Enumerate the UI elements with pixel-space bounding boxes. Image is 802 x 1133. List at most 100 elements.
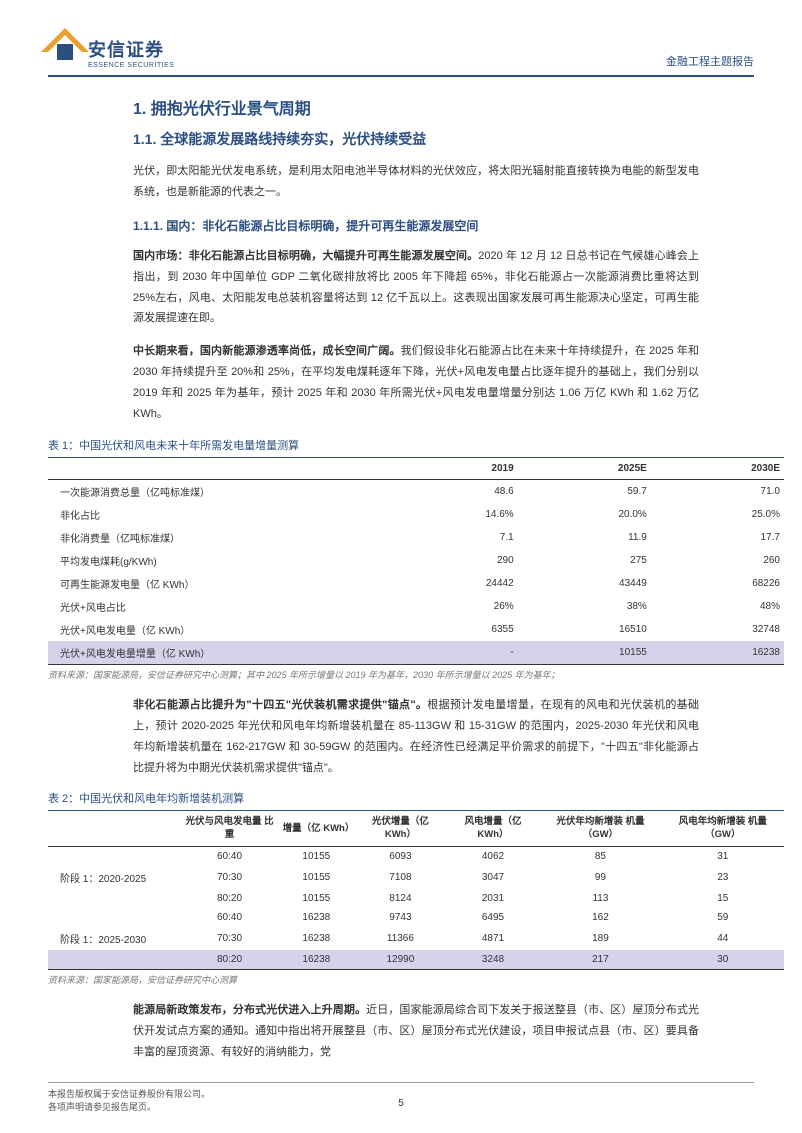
row-label: 平均发电煤耗(g/KWh) — [48, 549, 387, 572]
table-row: 阶段 1：2025-203070:301623811366487118944 — [48, 927, 784, 950]
cell: 43449 — [518, 572, 651, 595]
cell: 48% — [651, 595, 784, 618]
cell: 260 — [651, 549, 784, 572]
report-type: 金融工程主题报告 — [666, 53, 754, 69]
paragraph-domestic: 国内市场：非化石能源占比目标明确，大幅提升可再生能源发展空间。2020 年 12… — [133, 246, 699, 330]
row-label: 阶段 1：2020-2025 — [48, 866, 180, 889]
cell: 85 — [539, 847, 661, 867]
table-1-title: 表 1：中国光伏和风电未来十年所需发电量增量测算 — [48, 437, 784, 458]
cell: 8124 — [354, 889, 447, 908]
cell: 11366 — [354, 927, 447, 950]
cell: 80:20 — [180, 950, 278, 970]
logo: 安信证券 ESSENCE SECURITIES — [48, 35, 174, 69]
cell: 25.0% — [651, 503, 784, 526]
cell: 48.6 — [387, 479, 518, 503]
table-row: 60:40162389743649516259 — [48, 908, 784, 927]
cell: 10155 — [279, 847, 355, 867]
content-body: 1. 拥抱光伏行业景气周期 1.1. 全球能源发展路线持续夯实，光伏持续受益 光… — [48, 95, 754, 1063]
row-label — [48, 908, 180, 927]
cell: 59.7 — [518, 479, 651, 503]
cell: 44 — [662, 927, 784, 950]
col-ratio: 光伏与风电发电量 比重 — [180, 811, 278, 846]
cell: 16238 — [651, 641, 784, 665]
table-row: 光伏+风电发电量增量（亿 KWh）-1015516238 — [48, 641, 784, 665]
col-2030e: 2030E — [651, 458, 784, 480]
col-2025e: 2025E — [518, 458, 651, 480]
cell: 16238 — [279, 927, 355, 950]
col-pv-cap: 光伏年均新增装 机量（GW） — [539, 811, 661, 846]
cell: 3248 — [447, 950, 540, 970]
cell: 217 — [539, 950, 661, 970]
cell: 6495 — [447, 908, 540, 927]
table-1-source: 资料来源：国家能源局，安信证券研究中心测算；其中 2025 年所示增量以 201… — [48, 668, 784, 681]
cell: 10155 — [518, 641, 651, 665]
table-row: 阶段 1：2020-202570:3010155710830479923 — [48, 866, 784, 889]
table-row: 一次能源消费总量（亿吨标准煤）48.659.771.0 — [48, 479, 784, 503]
logo-mark-icon — [48, 35, 82, 69]
paragraph-anchor: 非化石能源占比提升为"十四五"光伏装机需求提供"锚点"。根据预计发电量增量，在现… — [133, 695, 699, 779]
cell: 2031 — [447, 889, 540, 908]
paragraph-longterm: 中长期来看，国内新能源渗透率尚低，成长空间广阔。我们假设非化石能源占比在未来十年… — [133, 341, 699, 425]
row-label: 光伏+风电占比 — [48, 595, 387, 618]
bold-lead: 国内市场：非化石能源占比目标明确，大幅提升可再生能源发展空间。 — [133, 250, 478, 262]
cell: 32748 — [651, 618, 784, 641]
cell: 31 — [662, 847, 784, 867]
disclaimer-line: 各项声明请参见报告尾页。 — [48, 1100, 210, 1113]
col-wind-incr: 风电增量（亿 KWh） — [447, 811, 540, 846]
cell: 10155 — [279, 866, 355, 889]
cell: 113 — [539, 889, 661, 908]
row-label — [48, 889, 180, 908]
cell: 70:30 — [180, 866, 278, 889]
row-label — [48, 950, 180, 970]
cell: 60:40 — [180, 908, 278, 927]
row-label: 光伏+风电发电量（亿 KWh） — [48, 618, 387, 641]
table-1: 2019 2025E 2030E 一次能源消费总量（亿吨标准煤）48.659.7… — [48, 458, 784, 665]
table-1-block: 表 1：中国光伏和风电未来十年所需发电量增量测算 2019 2025E 2030… — [48, 437, 784, 681]
cell: 26% — [387, 595, 518, 618]
heading-1-1-1: 1.1.1. 国内：非化石能源占比目标明确，提升可再生能源发展空间 — [133, 217, 699, 234]
cell: 3047 — [447, 866, 540, 889]
col-2019: 2019 — [387, 458, 518, 480]
bold-lead: 中长期来看，国内新能源渗透率尚低，成长空间广阔。 — [133, 345, 401, 357]
cell: 23 — [662, 866, 784, 889]
cell: 189 — [539, 927, 661, 950]
cell: 20.0% — [518, 503, 651, 526]
cell: 10155 — [279, 889, 355, 908]
cell: 290 — [387, 549, 518, 572]
row-label: 一次能源消费总量（亿吨标准煤） — [48, 479, 387, 503]
cell: 80:20 — [180, 889, 278, 908]
cell: 15 — [662, 889, 784, 908]
row-label: 可再生能源发电量（亿 KWh） — [48, 572, 387, 595]
table-2-block: 表 2：中国光伏和风电年均新增装机测算 光伏与风电发电量 比重 增量（亿 KWh… — [48, 790, 784, 986]
logo-cn: 安信证券 — [88, 36, 174, 62]
bold-lead: 非化石能源占比提升为"十四五"光伏装机需求提供"锚点"。 — [133, 699, 427, 711]
cell: 16238 — [279, 908, 355, 927]
cell: 59 — [662, 908, 784, 927]
cell: 24442 — [387, 572, 518, 595]
cell: 4062 — [447, 847, 540, 867]
cell: - — [387, 641, 518, 665]
cell: 6093 — [354, 847, 447, 867]
table-header-row: 光伏与风电发电量 比重 增量（亿 KWh） 光伏增量（亿 KWh） 风电增量（亿… — [48, 811, 784, 846]
heading-1: 1. 拥抱光伏行业景气周期 — [133, 95, 699, 119]
logo-en: ESSENCE SECURITIES — [88, 62, 174, 69]
table-2-source: 资料来源：国家能源局，安信证券研究中心测算 — [48, 973, 784, 986]
table-row: 平均发电煤耗(g/KWh)290275260 — [48, 549, 784, 572]
col-blank — [48, 458, 387, 480]
col-blank — [48, 811, 180, 846]
cell: 11.9 — [518, 526, 651, 549]
cell: 99 — [539, 866, 661, 889]
cell: 16510 — [518, 618, 651, 641]
bold-lead: 能源局新政策发布，分布式光伏进入上升周期。 — [133, 1004, 366, 1016]
col-incr: 增量（亿 KWh） — [279, 811, 355, 846]
footer-left: 本报告版权属于安信证券股份有限公司。 各项声明请参见报告尾页。 — [48, 1087, 210, 1113]
cell: 4871 — [447, 927, 540, 950]
cell: 30 — [662, 950, 784, 970]
cell: 275 — [518, 549, 651, 572]
table-row: 80:201623812990324821730 — [48, 950, 784, 970]
cell: 7.1 — [387, 526, 518, 549]
table-header-row: 2019 2025E 2030E — [48, 458, 784, 480]
row-label: 阶段 1：2025-2030 — [48, 927, 180, 950]
table-row: 光伏+风电占比26%38%48% — [48, 595, 784, 618]
intro-paragraph: 光伏，即太阳能光伏发电系统，是利用太阳电池半导体材料的光伏效应，将太阳光辐射能直… — [133, 161, 699, 203]
